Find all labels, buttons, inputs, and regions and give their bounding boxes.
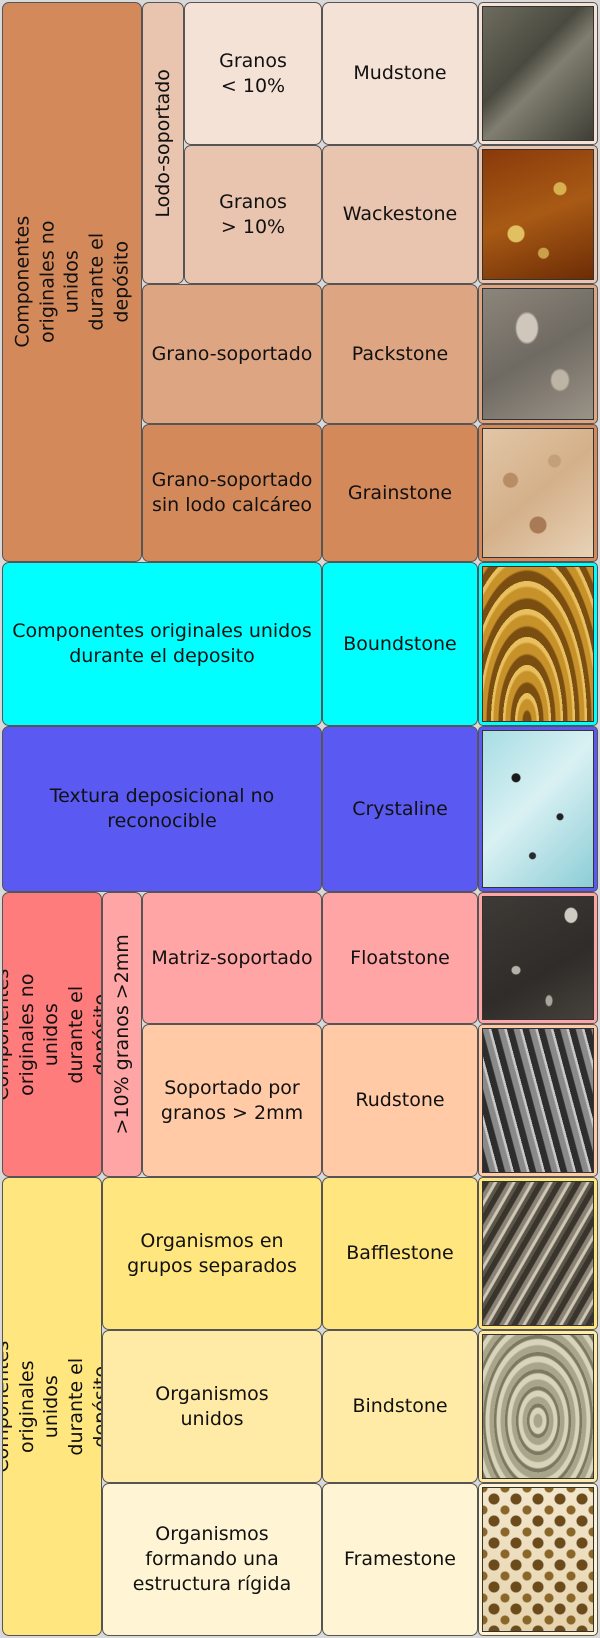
group-bound-embry: Componentes originales unidos durante el… <box>2 1177 102 1636</box>
packstone-photo <box>478 284 598 424</box>
grainstone-photo <box>478 424 598 562</box>
bafflestone-photo <box>478 1177 598 1330</box>
name-bindstone: Bindstone <box>322 1330 478 1483</box>
criterion-grain-no-mud: Grano-soportado sin lodo calcáreo <box>142 424 322 562</box>
group-not-bound-dunham: Componentes originales no unidos durante… <box>2 2 142 562</box>
name-crystaline: Crystaline <box>322 726 478 892</box>
criterion-grain-2mm-supported: Soportado por granos > 2mm <box>142 1024 322 1177</box>
group-not-recognizable: Textura deposicional no reconocible <box>2 726 322 892</box>
group-grains-2mm: >10% granos >2mm <box>102 892 142 1177</box>
criterion-grains-gt10: Granos > 10% <box>184 145 322 284</box>
name-framestone: Framestone <box>322 1483 478 1636</box>
criterion-united: Organismos unidos <box>102 1330 322 1483</box>
name-floatstone: Floatstone <box>322 892 478 1024</box>
name-wackestone: Wackestone <box>322 145 478 284</box>
rudstone-photo <box>478 1024 598 1177</box>
group-mud-supported: Lodo-soportado <box>142 2 184 284</box>
criterion-matrix-supported: Matriz-soportado <box>142 892 322 1024</box>
name-mudstone: Mudstone <box>322 2 478 145</box>
mudstone-photo <box>478 2 598 145</box>
bindstone-photo <box>478 1330 598 1483</box>
criterion-grain-supported: Grano-soportado <box>142 284 322 424</box>
name-bafflestone: Bafflestone <box>322 1177 478 1330</box>
name-grainstone: Grainstone <box>322 424 478 562</box>
group-not-bound-embry: Componentes originales no unidos durante… <box>2 892 102 1177</box>
criterion-grains-lt10: Granos < 10% <box>184 2 322 145</box>
group-bound: Componentes originales unidos durante el… <box>2 562 322 726</box>
wackestone-photo <box>478 145 598 284</box>
floatstone-photo <box>478 892 598 1024</box>
criterion-rigid: Organismos formando una estructura rígid… <box>102 1483 322 1636</box>
boundstone-photo <box>478 562 598 726</box>
name-boundstone: Boundstone <box>322 562 478 726</box>
name-packstone: Packstone <box>322 284 478 424</box>
framestone-photo <box>478 1483 598 1636</box>
criterion-separate-groups: Organismos en grupos separados <box>102 1177 322 1330</box>
name-rudstone: Rudstone <box>322 1024 478 1177</box>
crystaline-photo <box>478 726 598 892</box>
